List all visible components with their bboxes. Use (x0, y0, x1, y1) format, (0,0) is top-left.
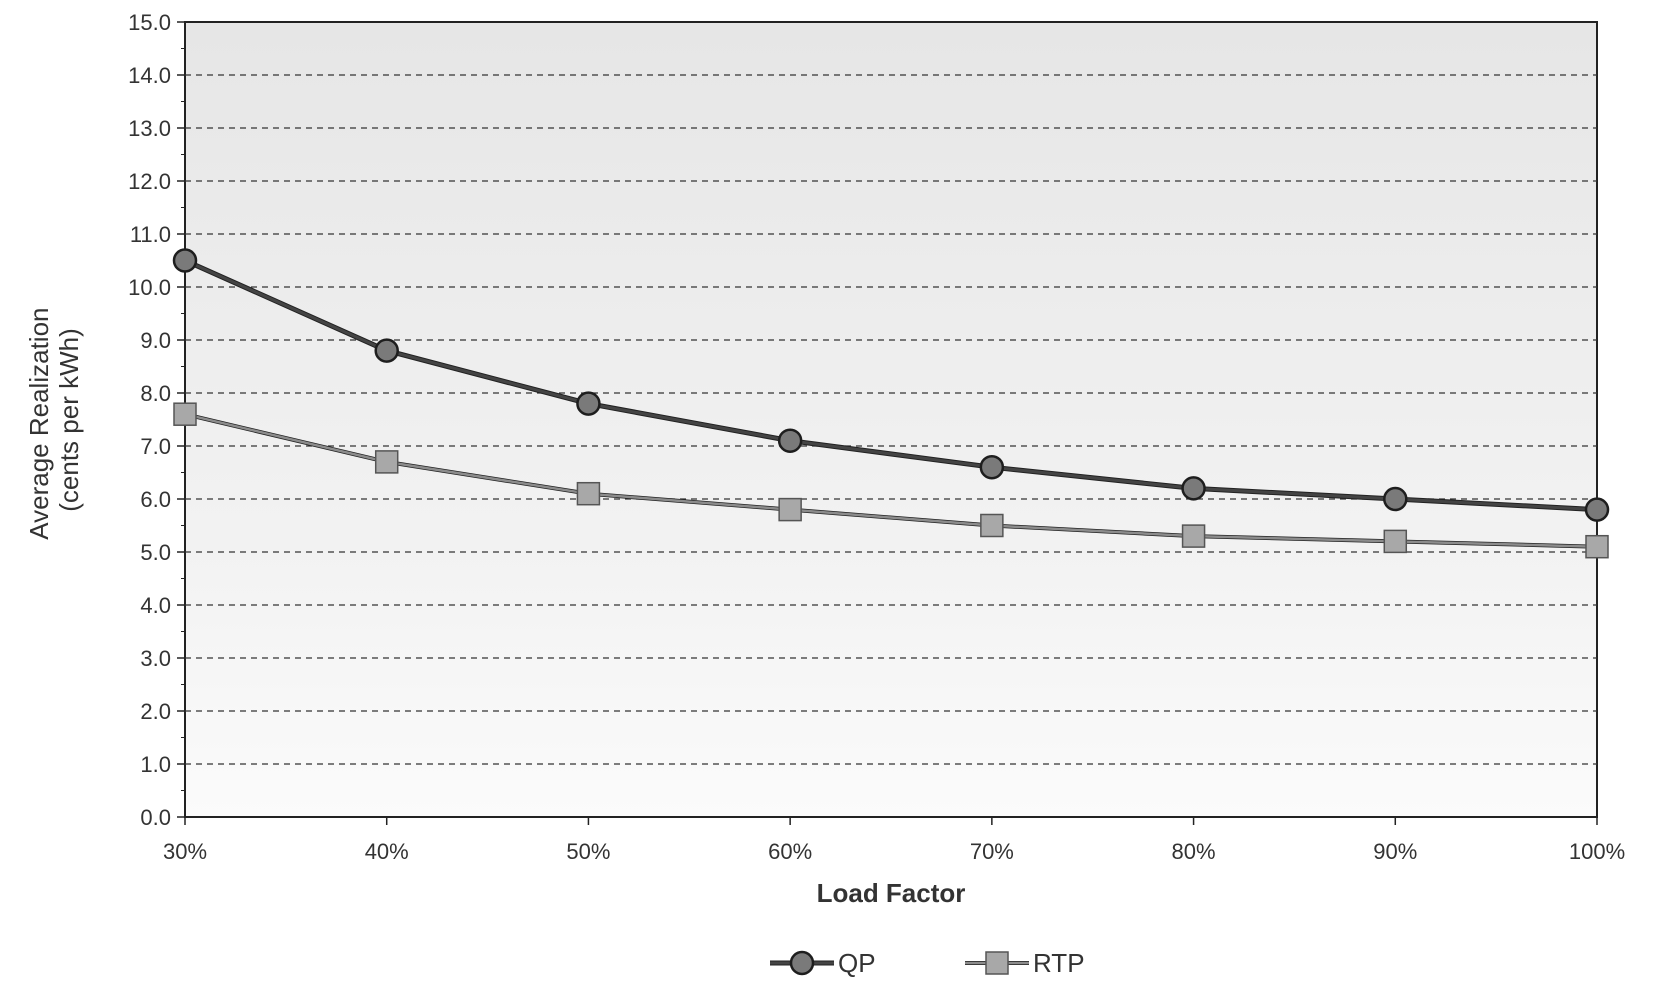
legend-label-qp: QP (838, 948, 876, 978)
series-line-qp (184, 259, 1598, 512)
y-tick-label: 0.0 (140, 805, 171, 830)
x-tick-label: 60% (768, 839, 812, 864)
y-tick-label: 1.0 (140, 752, 171, 777)
data-point-rtp (374, 450, 399, 474)
data-point-qp (374, 338, 399, 363)
legend-marker-qp (789, 950, 815, 976)
data-series (172, 248, 1610, 559)
data-point-qp (1383, 486, 1408, 512)
legend-marker-rtp (985, 951, 1009, 975)
y-tick-label: 9.0 (140, 328, 171, 353)
x-tick-label: 30% (163, 839, 207, 864)
data-point-qp (777, 428, 803, 453)
data-point-rtp (1585, 534, 1609, 559)
x-tick-label: 70% (970, 839, 1014, 864)
x-tick-label: 50% (566, 839, 610, 864)
data-point-rtp (576, 481, 601, 506)
x-tick-label: 40% (365, 839, 409, 864)
data-point-rtp (778, 497, 802, 522)
y-tick-label: 2.0 (140, 699, 171, 724)
x-tick-label: 90% (1373, 839, 1417, 864)
y-tick-label: 15.0 (128, 10, 171, 35)
data-point-rtp (980, 513, 1004, 538)
y-tick-label: 8.0 (140, 381, 171, 406)
y-axis-title: Average Realization (cents per kWh) (24, 300, 84, 539)
legend: QP RTP (770, 948, 1085, 978)
data-point-qp (576, 391, 601, 416)
y-tick-label: 13.0 (128, 116, 171, 141)
y-tick-label: 4.0 (140, 593, 171, 618)
series-line-rtp (184, 412, 1598, 548)
data-point-rtp (1383, 529, 1408, 554)
data-point-qp (172, 248, 198, 273)
gridlines (185, 74, 1597, 765)
y-tick-label: 10.0 (128, 275, 171, 300)
legend-label-rtp: RTP (1033, 948, 1085, 978)
y-axis-title-line-2: (cents per kWh) (54, 328, 84, 512)
x-axis-title: Load Factor (817, 878, 966, 908)
y-tick-label: 11.0 (130, 222, 171, 247)
y-tick-label: 14.0 (128, 63, 171, 88)
plot-area (184, 21, 1598, 818)
x-tick-label: 80% (1172, 839, 1216, 864)
data-point-qp (1181, 476, 1206, 501)
y-tick-label: 7.0 (140, 434, 171, 459)
x-tick-label: 100% (1569, 839, 1625, 864)
data-point-qp (979, 454, 1005, 480)
y-tick-label: 6.0 (140, 487, 171, 512)
data-point-rtp (1181, 524, 1206, 548)
y-axis-ticks: 0.0 1.0 2.0 3.0 4.0 5.0 6.0 7.0 8.0 9.0 10.0 11.0 12… (128, 10, 185, 830)
data-point-rtp (173, 402, 197, 426)
x-axis-ticks: 30% 40% 50% 60% 70% 80% 90% 100% (163, 817, 1625, 864)
y-axis-title-line-1: Average Realization (24, 308, 54, 540)
y-tick-label: 5.0 (140, 540, 171, 565)
data-point-qp (1584, 497, 1610, 522)
y-tick-label: 3.0 (140, 646, 171, 671)
y-tick-label: 12.0 (128, 169, 171, 194)
